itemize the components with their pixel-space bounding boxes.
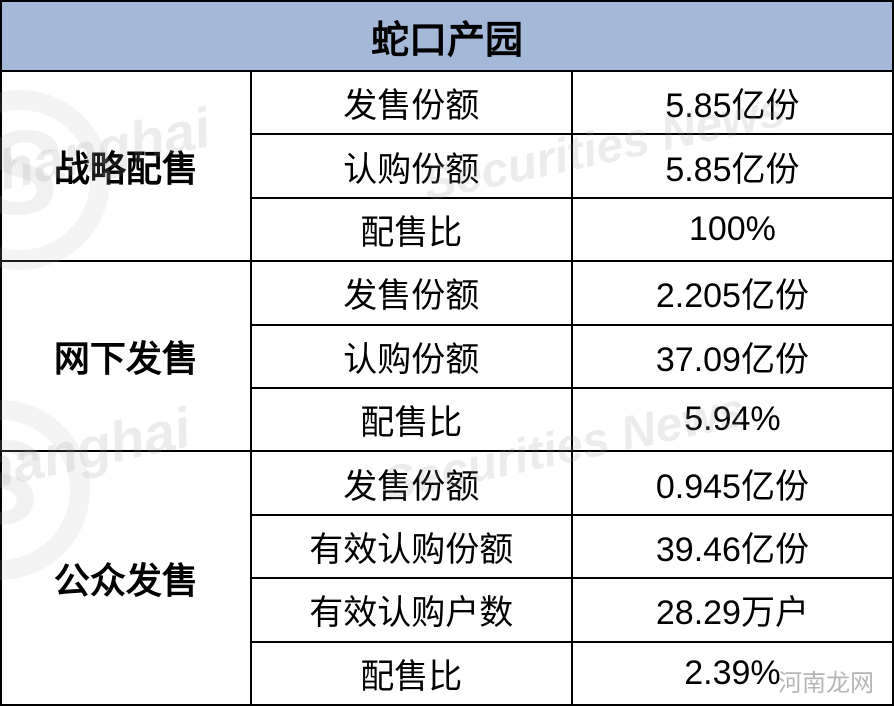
footer-watermark: 河南龙网: [778, 663, 874, 698]
metric-name: 发售份额: [251, 71, 572, 134]
data-table: 蛇口产园 战略配售 发售份额 5.85亿份 认购份额 5.85亿份 配售比 10…: [0, 0, 894, 706]
metric-name: 有效认购户数: [251, 578, 572, 641]
section-label: 公众发售: [1, 451, 251, 705]
metric-name: 配售比: [251, 388, 572, 451]
table-row: 公众发售 发售份额 0.945亿份: [1, 451, 893, 514]
metric-name: 认购份额: [251, 325, 572, 388]
metric-value: 5.85亿份: [572, 134, 893, 197]
metric-value: 39.46亿份: [572, 515, 893, 578]
section-label: 战略配售: [1, 71, 251, 261]
metric-value: 2.205亿份: [572, 261, 893, 324]
table-row: 战略配售 发售份额 5.85亿份: [1, 71, 893, 134]
table-row: 网下发售 发售份额 2.205亿份: [1, 261, 893, 324]
metric-value: 5.94%: [572, 388, 893, 451]
metric-name: 配售比: [251, 198, 572, 261]
metric-value: 100%: [572, 198, 893, 261]
metric-name: 有效认购份额: [251, 515, 572, 578]
table-title: 蛇口产园: [1, 1, 893, 71]
metric-value: 28.29万户: [572, 578, 893, 641]
metric-name: 发售份额: [251, 261, 572, 324]
metric-name: 认购份额: [251, 134, 572, 197]
metric-value: 0.945亿份: [572, 451, 893, 514]
metric-value: 5.85亿份: [572, 71, 893, 134]
metric-value: 37.09亿份: [572, 325, 893, 388]
metric-name: 配售比: [251, 642, 572, 705]
section-label: 网下发售: [1, 261, 251, 451]
metric-name: 发售份额: [251, 451, 572, 514]
